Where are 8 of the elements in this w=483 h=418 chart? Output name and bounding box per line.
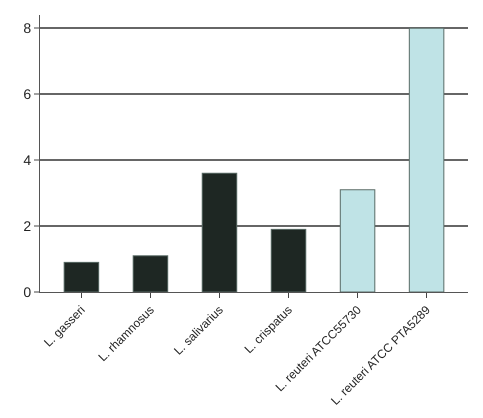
bar — [270, 228, 306, 292]
y-tick-label: 2 — [23, 218, 32, 234]
y-tick-label: 4 — [23, 152, 32, 168]
bar — [132, 255, 168, 292]
y-tick-label: 6 — [23, 86, 32, 102]
y-tick-label: 0 — [23, 284, 32, 300]
bar — [64, 262, 100, 292]
y-tick-label: 8 — [23, 20, 32, 36]
